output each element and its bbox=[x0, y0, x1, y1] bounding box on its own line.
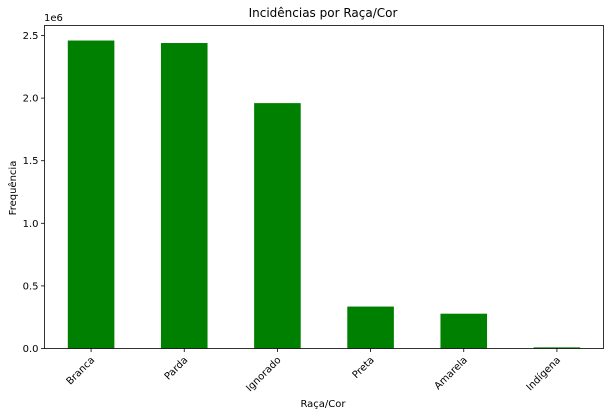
bar-preta bbox=[347, 306, 394, 349]
y-tick-label: 2.0 bbox=[23, 94, 39, 105]
plot-frame bbox=[44, 25, 604, 349]
y-axis-ticks: 0.0 0.5 1.0 1.5 2.0 2.5 bbox=[23, 31, 45, 355]
y-tick-label: 2.5 bbox=[23, 31, 39, 42]
bar-amarela bbox=[440, 313, 488, 349]
bar-ignorado bbox=[254, 103, 301, 349]
y-tick-label: 1.0 bbox=[23, 219, 39, 230]
x-tick-label: Branca bbox=[65, 355, 98, 388]
x-tick-label: Amarela bbox=[433, 355, 470, 392]
bar-branca bbox=[67, 40, 115, 349]
y-tick-label: 0.5 bbox=[23, 281, 39, 292]
x-tick-label: Indígena bbox=[524, 354, 563, 393]
x-tick-label: Parda bbox=[163, 355, 191, 383]
bar-parda bbox=[160, 43, 208, 349]
x-tick-label: Ignorado bbox=[244, 355, 283, 394]
x-axis-label: Raça/Cor bbox=[300, 399, 346, 410]
y-tick-label: 1.5 bbox=[23, 156, 39, 167]
x-tick-label: Preta bbox=[351, 355, 377, 381]
chart-title: Incidências por Raça/Cor bbox=[249, 6, 398, 20]
y-axis-label: Frequência bbox=[7, 161, 19, 216]
y-axis-multiplier: 1e6 bbox=[44, 13, 63, 24]
x-axis-ticks: Branca Parda Ignorado Preta Amarela Indígena bbox=[65, 348, 563, 394]
bar-indígena bbox=[533, 347, 581, 349]
bars-group bbox=[67, 40, 581, 349]
y-tick-label: 0.0 bbox=[23, 344, 39, 355]
